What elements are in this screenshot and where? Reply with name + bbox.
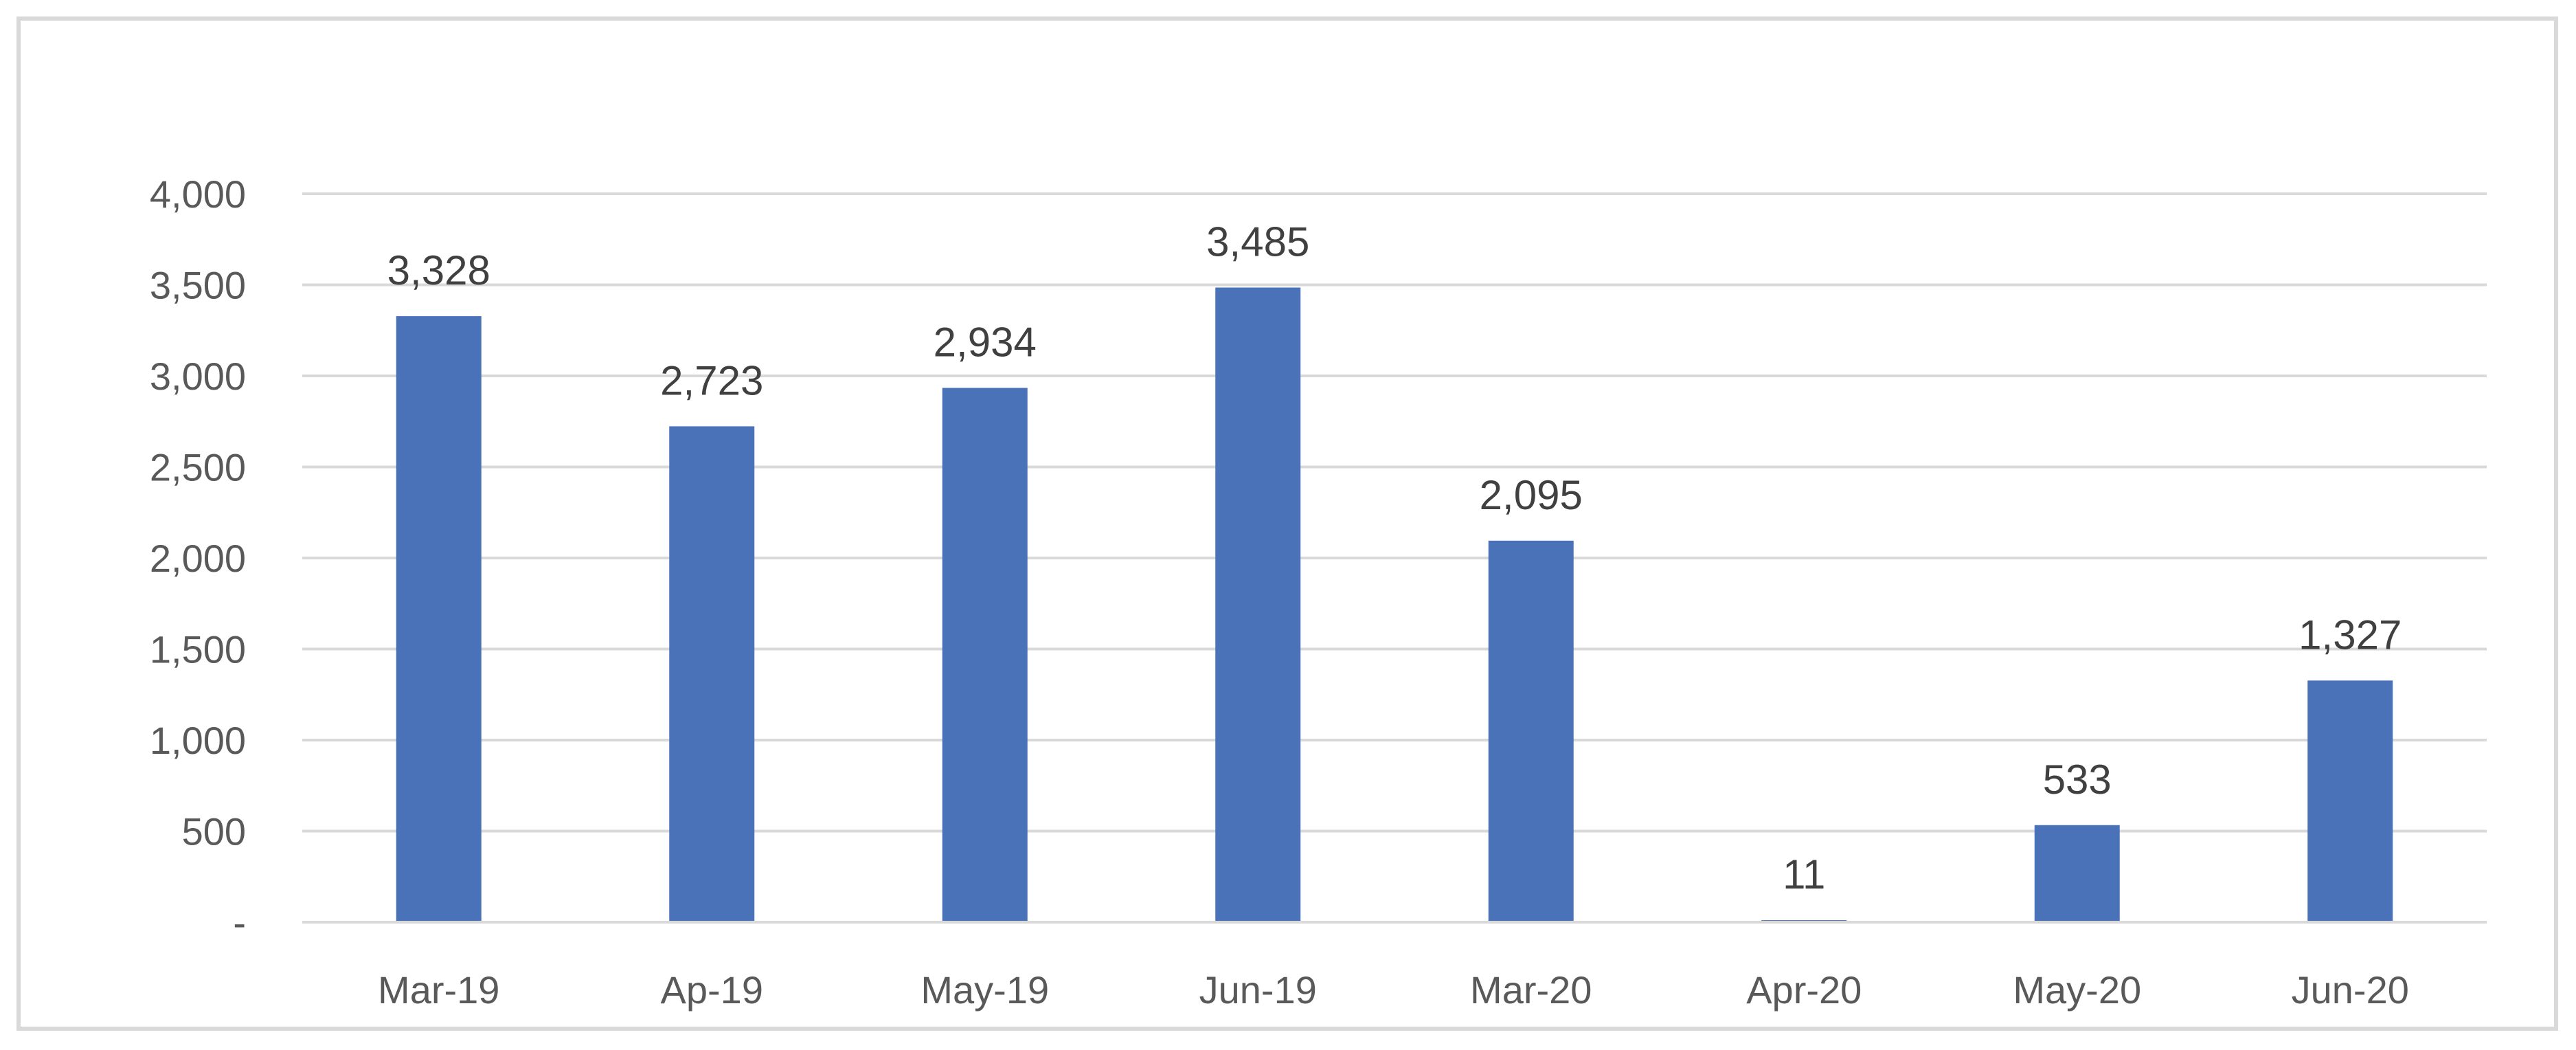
data-label: 3,328 [387,247,490,293]
y-tick-label: 1,500 [150,628,246,671]
y-tick-label: 3,500 [150,264,246,307]
x-tick-label: May-20 [2013,968,2141,1012]
x-tick-label: Jun-20 [2292,968,2409,1012]
bar-may-20 [2034,825,2120,922]
bar-mar-19 [396,316,482,923]
y-axis-tick-labels: - 500 1,000 1,500 2,000 2,500 3,000 3,500 4,000 [150,172,246,944]
bar-mar-20 [1488,540,1574,922]
y-tick-label: - [233,901,246,944]
x-tick-label: Mar-20 [1470,968,1592,1012]
bar-jun-20 [2307,680,2393,922]
data-label: 3,485 [1206,219,1309,265]
bar-ap-19 [669,426,755,922]
x-axis-tick-labels: Mar-19 Ap-19 May-19 Jun-19 Mar-20 Apr-20 May-2… [378,968,2409,1012]
y-tick-label: 1,000 [150,719,246,762]
y-tick-label: 500 [182,810,246,853]
data-label: 1,327 [2298,612,2402,658]
data-label: 11 [1783,851,1825,897]
y-tick-label: 4,000 [150,172,246,216]
x-tick-label: Mar-19 [378,968,499,1012]
bar-may-19 [942,388,1028,922]
y-tick-label: 2,000 [150,537,246,580]
data-label: 2,095 [1480,472,1583,518]
gridlines [302,192,2487,833]
data-label: 533 [2043,757,2112,803]
bars [396,287,2393,923]
y-tick-label: 2,500 [150,446,246,489]
y-tick-label: 3,000 [150,355,246,398]
bar-jun-19 [1215,287,1301,923]
data-label: 2,934 [934,319,1037,365]
x-tick-label: May-19 [920,968,1049,1012]
x-tick-label: Jun-19 [1199,968,1317,1012]
data-label: 2,723 [660,357,763,403]
x-tick-label: Apr-20 [1746,968,1862,1012]
x-tick-label: Ap-19 [661,968,763,1012]
data-labels: 3,328 2,723 2,934 3,485 2,095 11 533 1,327 [387,219,2402,897]
